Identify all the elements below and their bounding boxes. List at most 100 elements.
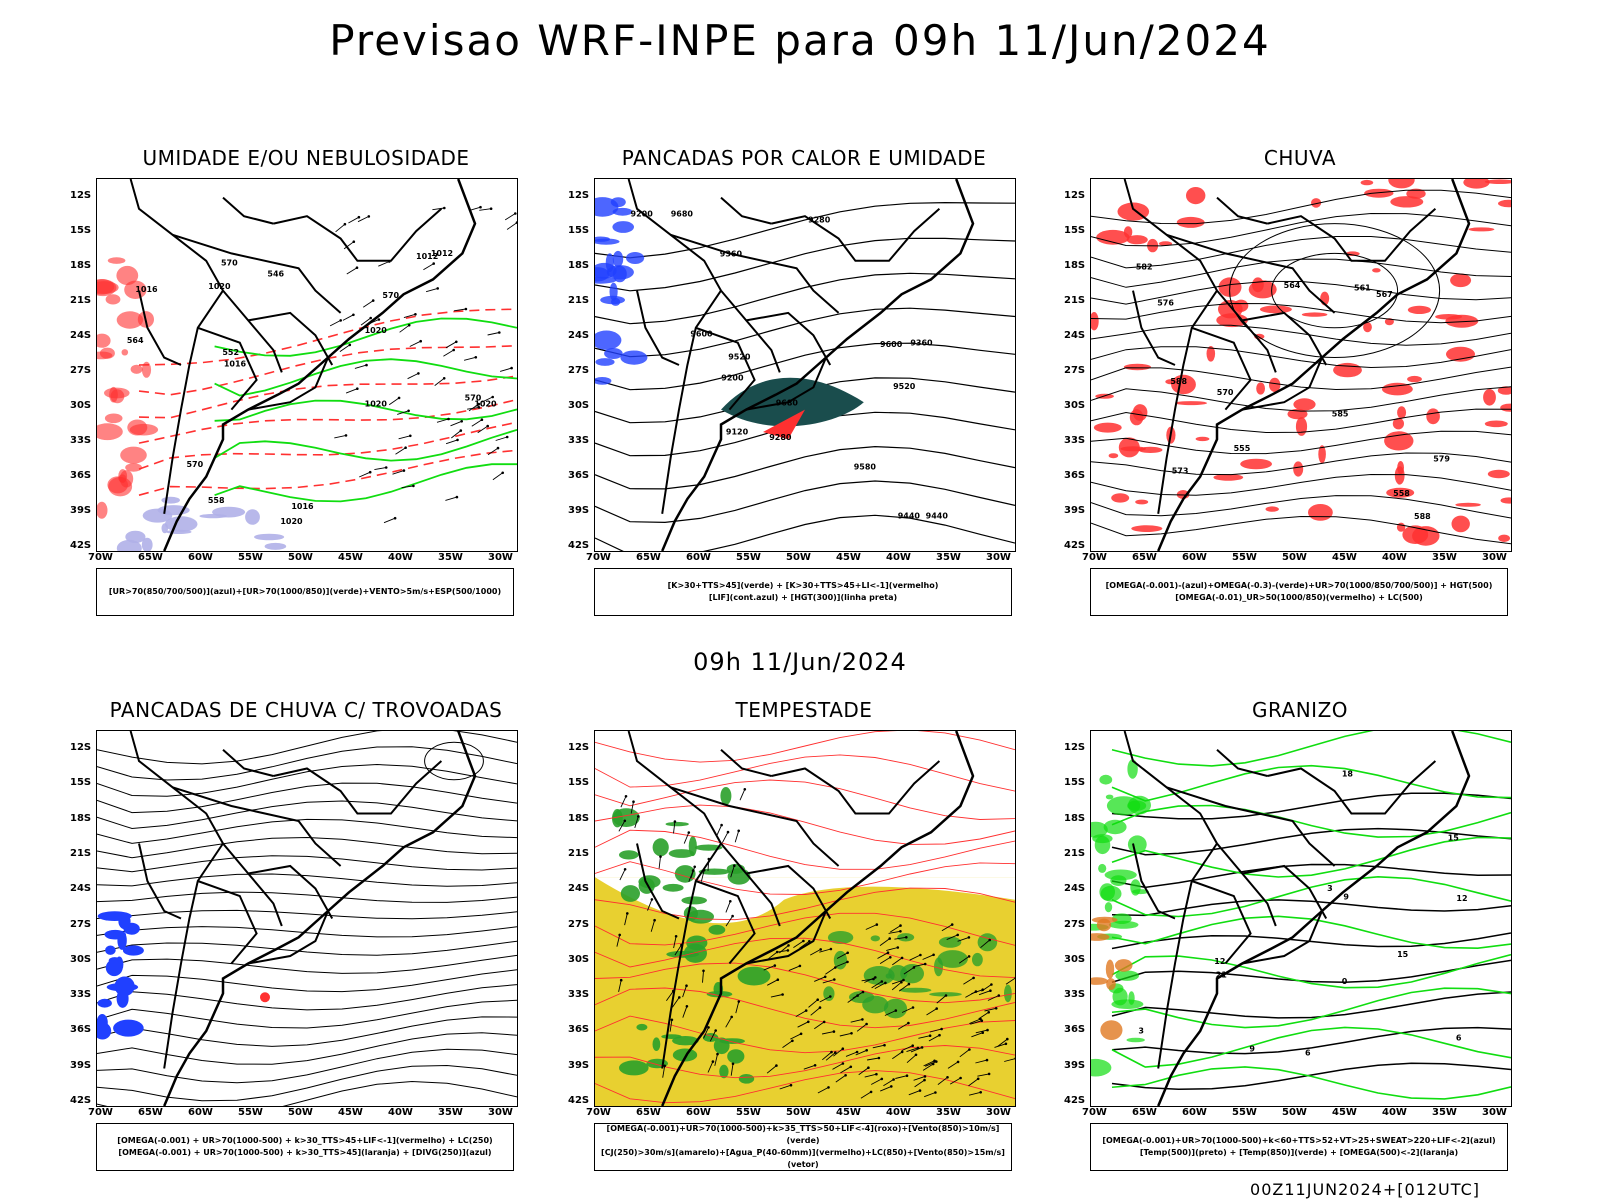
wind850-vector <box>914 1079 925 1088</box>
wind850-vector <box>977 1073 990 1077</box>
legend-box: [UR>70(850/700/500)](azul)+[UR>70(1000/8… <box>96 568 514 616</box>
legend-line: [CJ(250)>30m/s](amarelo)+[Agua_P(40-60mm… <box>601 1148 1005 1169</box>
wind-vector <box>481 396 493 403</box>
omega-red-shade <box>1498 199 1511 208</box>
lat-tick-label: 42S <box>568 540 590 551</box>
omega-red-shade <box>1265 506 1279 512</box>
wind850-vector <box>666 990 674 1002</box>
lat-tick-label: 42S <box>70 1095 92 1106</box>
wind850-vector-head <box>967 955 971 958</box>
wind850-vector <box>618 980 622 992</box>
streamline <box>97 855 517 873</box>
wind850-vector-head <box>802 939 805 943</box>
wind850-vector-head <box>911 1006 915 1009</box>
wind850-vector-head <box>974 990 978 993</box>
wind850-vector-head <box>923 1078 926 1082</box>
wind850-vector-head <box>663 1064 666 1068</box>
wind850-vector-head <box>775 950 779 954</box>
lat-tick-label: 42S <box>568 1095 590 1106</box>
wind850-vector-head <box>834 966 837 969</box>
wind-vector-head <box>505 435 509 439</box>
wind850-vector <box>880 1085 892 1092</box>
lon-tick-label: 60W <box>1182 552 1207 563</box>
omega-red-shade <box>1256 382 1265 395</box>
lat-tick-label: 15S <box>70 225 92 236</box>
legend-box: [K>30+TTS>45](verde) + [K>30+TTS>45+LI<-… <box>594 568 1012 616</box>
wind850-green-shade <box>827 931 854 944</box>
country-border <box>746 338 848 411</box>
map-granizo: 0 3 6 9 12 15 18 21 3 6 9 12 15 <box>1090 730 1512 1107</box>
lon-tick-label: 70W <box>586 552 611 563</box>
lon-tick-label: 40W <box>1382 1107 1407 1118</box>
wind-vector-head <box>498 331 501 334</box>
wind850-vector <box>707 1061 714 1073</box>
omega-red-shade <box>1392 417 1404 430</box>
lc850-red-streamline <box>595 779 1015 820</box>
wind-vector-head <box>419 339 423 343</box>
omega-red-shade <box>1213 474 1244 481</box>
wind850-vector <box>730 1063 734 1076</box>
wind-vector-head <box>459 429 463 432</box>
wind850-vector <box>822 1031 834 1035</box>
thunderstorm-red-shade <box>260 992 270 1003</box>
lat-tick-label: 15S <box>1064 777 1086 789</box>
contour-label: 1020 <box>365 326 388 335</box>
lon-tick-label: 45W <box>338 1107 363 1118</box>
omega-red-shade <box>1484 179 1511 184</box>
wind850-vector-head <box>834 1051 837 1054</box>
temp850-green-cluster <box>1099 883 1115 901</box>
country-border <box>248 338 350 411</box>
country-border <box>1132 290 1176 366</box>
temp850-green-cluster <box>1126 1037 1145 1043</box>
wind850-vector-head <box>775 1064 778 1067</box>
wind850-vector <box>913 963 926 968</box>
wind-vector-head <box>344 434 348 437</box>
contour-label: 15 <box>1397 950 1409 959</box>
wind-vector <box>401 485 414 489</box>
wind-vector-head <box>402 469 406 472</box>
wind-vector <box>471 419 483 427</box>
wind-vector <box>445 341 457 349</box>
lat-tick-label: 12S <box>568 742 590 753</box>
lat-tick-label: 12S <box>70 742 92 753</box>
omega500-orange-shade <box>1096 918 1112 932</box>
wind850-vector <box>647 899 653 911</box>
wind850-vector-head <box>1006 1037 1009 1041</box>
wind850-green-shade <box>720 787 732 805</box>
lon-tick-label: 65W <box>1132 552 1157 563</box>
wind850-green-shade <box>672 1036 699 1046</box>
geography-outline <box>627 179 975 551</box>
coastline <box>163 731 477 1106</box>
wind850-vector <box>634 816 639 829</box>
lat-tick-label: 36S <box>568 470 590 481</box>
wind850-vector-head <box>822 1020 826 1024</box>
wind850-vector <box>735 1001 740 1014</box>
wind850-vector <box>782 1040 793 1048</box>
wind850-vector-head <box>798 964 802 968</box>
wind850-vector <box>870 1078 883 1085</box>
temp500-contour <box>1111 827 1511 856</box>
wind850-vector <box>770 994 783 998</box>
wind850-vector <box>949 1077 961 1085</box>
omega-red-shade <box>1407 305 1431 314</box>
hgt500-contour <box>1091 212 1511 247</box>
temp850-green-cluster <box>1127 835 1147 854</box>
humidity-red-shade <box>124 280 147 299</box>
wind850-green-shade <box>694 844 723 851</box>
map-trovoadas <box>96 730 518 1107</box>
lon-tick-label: 65W <box>636 1107 661 1118</box>
omega-red-shade <box>1318 445 1326 464</box>
wind850-vector-head <box>994 1007 998 1010</box>
wind850-green-shade <box>1004 984 1012 1003</box>
wind850-vector <box>766 1065 777 1074</box>
lon-tick-label: 55W <box>736 1107 761 1118</box>
wind850-vector-head <box>833 978 836 981</box>
wind-vector-head <box>409 434 412 438</box>
wind850-green-shade <box>665 821 689 827</box>
wind850-vector-head <box>781 993 784 996</box>
wind850-vector <box>690 866 696 879</box>
lat-tick-label: 18S <box>1064 812 1086 824</box>
wind-vector <box>504 213 516 221</box>
wind850-vector-head <box>849 1065 853 1069</box>
humidity-red-shade <box>141 361 152 378</box>
